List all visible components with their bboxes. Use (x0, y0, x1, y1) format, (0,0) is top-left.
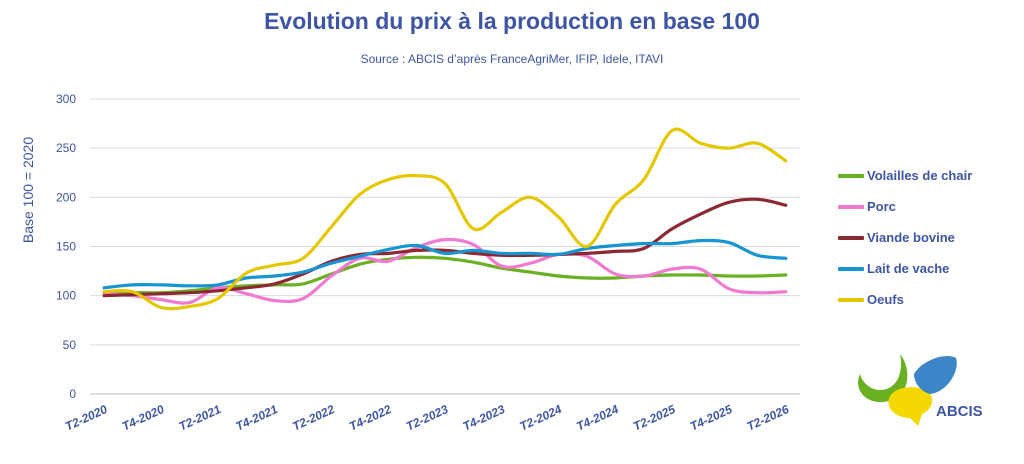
series-line-lait-de-vache (102, 238, 788, 290)
series-line-viande-bovine (102, 197, 788, 298)
legend-label: Porc (867, 199, 896, 214)
legend-item-oeufs: Oeufs (838, 284, 972, 315)
legend-swatch (838, 266, 864, 271)
grid (90, 98, 800, 346)
legend-swatch (838, 173, 864, 178)
x-tick-label: T4-2020 (120, 402, 167, 434)
legend-label: Lait de vache (867, 261, 950, 276)
logo-text: ABCIS (936, 403, 983, 420)
x-tick-label: T2-2023 (404, 402, 451, 434)
series-line-porc (102, 237, 788, 305)
y-tick-label: 200 (56, 190, 76, 204)
x-tick-label: T4-2022 (347, 402, 394, 434)
y-tick-label: 0 (69, 387, 76, 401)
x-tick-label: T2-2022 (290, 402, 337, 434)
y-axis-label: Base 100 = 2020 (20, 137, 36, 243)
y-tick-label: 300 (56, 92, 76, 106)
x-tick-label: T4-2024 (574, 402, 621, 434)
legend-swatch (838, 204, 864, 209)
legend-item-viande-bovine: Viande bovine (838, 222, 972, 253)
legend-swatch (838, 297, 864, 302)
legend-label: Oeufs (867, 292, 904, 307)
legend-item-porc: Porc (838, 191, 972, 222)
y-tick-label: 50 (63, 338, 77, 352)
x-tick-label: T2-2021 (177, 402, 224, 434)
legend-swatch (838, 235, 864, 240)
axes: 0 50 100 150 200 250 300 T2-2020 T4-2020 T2-2021 T… (56, 92, 800, 434)
series-line-oeufs (102, 127, 788, 311)
logo-green-leaf (858, 354, 908, 403)
y-tick-label: 250 (56, 141, 76, 155)
y-tick-label: 150 (56, 240, 76, 254)
logo-blue-leaf (914, 355, 957, 394)
x-tick-label: T4-2023 (461, 402, 508, 434)
x-tick-label: T4-2021 (233, 402, 280, 434)
chart-title: Evolution du prix à la production en bas… (264, 8, 760, 34)
x-tick-label: T2-2025 (631, 402, 678, 434)
series-lines (102, 127, 788, 311)
legend-label: Viande bovine (867, 230, 955, 245)
legend-label: Volailles de chair (867, 168, 973, 183)
y-tick-label: 100 (56, 289, 76, 303)
x-tick-label: T2-2026 (745, 402, 792, 434)
series-line-volailles-de-chair (102, 255, 788, 296)
legend-item-volailles-de-chair: Volailles de chair (838, 160, 972, 191)
x-tick-label: T2-2020 (63, 402, 110, 434)
logo-yellow-shape (888, 387, 933, 426)
x-tick-label: T2-2024 (517, 402, 564, 434)
legend: Volailles de chair Porc Viande bovine Lait … (838, 160, 972, 315)
x-tick-label: T4-2025 (688, 402, 735, 434)
abcis-logo: ABCIS (858, 354, 983, 426)
chart-subtitle: Source : ABCIS d’après FranceAgriMer, IF… (360, 52, 664, 66)
legend-item-lait-de-vache: Lait de vache (838, 253, 972, 284)
